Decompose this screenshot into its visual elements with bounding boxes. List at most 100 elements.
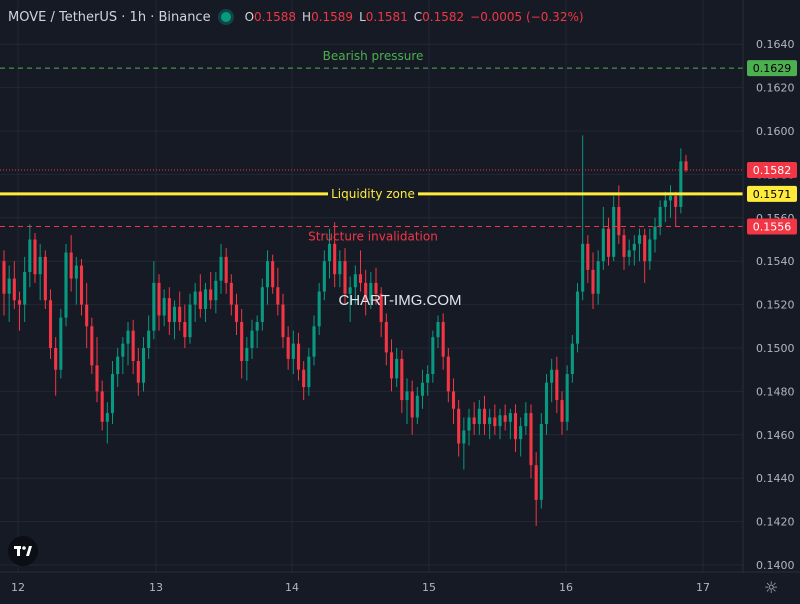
candle[interactable] — [281, 293, 285, 348]
candle[interactable] — [291, 330, 295, 375]
candle[interactable] — [307, 348, 311, 396]
candle[interactable] — [565, 365, 569, 431]
candle[interactable] — [679, 148, 683, 214]
candle[interactable] — [121, 337, 125, 375]
candle[interactable] — [234, 293, 239, 335]
candle[interactable] — [214, 272, 218, 314]
candle[interactable] — [12, 261, 16, 309]
candle[interactable] — [152, 261, 156, 340]
candle[interactable] — [85, 282, 89, 348]
symbol-title[interactable]: MOVE / TetherUS · 1h · Binance — [8, 9, 211, 25]
candle[interactable] — [157, 274, 161, 331]
candle[interactable] — [245, 337, 249, 381]
candle[interactable] — [271, 254, 275, 294]
candle[interactable] — [162, 289, 166, 327]
level-0[interactable]: Bearish pressure — [0, 49, 743, 69]
candle[interactable] — [410, 380, 414, 435]
candle[interactable] — [255, 315, 259, 348]
candle[interactable] — [606, 217, 611, 266]
candle[interactable] — [632, 235, 636, 266]
candle[interactable] — [462, 417, 466, 470]
candle[interactable] — [116, 348, 120, 388]
candle[interactable] — [477, 400, 481, 435]
candle[interactable] — [286, 326, 290, 370]
candle[interactable] — [312, 315, 316, 366]
candle[interactable] — [296, 332, 301, 381]
candle[interactable] — [131, 319, 135, 375]
candle[interactable] — [95, 337, 99, 403]
candle[interactable] — [203, 282, 208, 322]
candle[interactable] — [534, 452, 538, 526]
candle[interactable] — [519, 417, 523, 457]
candle[interactable] — [172, 300, 177, 340]
candle[interactable] — [555, 356, 559, 414]
candle[interactable] — [64, 243, 68, 327]
candle[interactable] — [38, 243, 42, 301]
candle[interactable] — [451, 378, 456, 424]
candle[interactable] — [141, 337, 146, 392]
candle[interactable] — [575, 282, 580, 353]
candle[interactable] — [508, 408, 512, 440]
candle[interactable] — [33, 232, 37, 283]
candle[interactable] — [658, 200, 662, 236]
candle[interactable] — [43, 250, 47, 309]
candle[interactable] — [441, 313, 445, 370]
candle[interactable] — [498, 408, 502, 440]
candle[interactable] — [560, 391, 564, 435]
candle[interactable] — [446, 348, 450, 403]
tradingview-logo[interactable] — [8, 536, 38, 566]
candle[interactable] — [317, 282, 321, 335]
candle[interactable] — [581, 135, 585, 301]
candle[interactable] — [59, 308, 63, 379]
candle[interactable] — [193, 282, 197, 322]
candle[interactable] — [167, 287, 171, 335]
candle[interactable] — [550, 358, 554, 403]
candle[interactable] — [17, 291, 22, 331]
candle[interactable] — [622, 228, 626, 270]
candle[interactable] — [405, 378, 409, 424]
candle[interactable] — [327, 228, 332, 279]
candle[interactable] — [643, 228, 647, 283]
candle[interactable] — [596, 250, 600, 305]
candle[interactable] — [482, 395, 487, 435]
candle[interactable] — [110, 361, 115, 424]
settings-gear-icon[interactable]: ☼ — [764, 578, 779, 597]
candle[interactable] — [612, 196, 616, 262]
candle[interactable] — [663, 191, 667, 223]
candle[interactable] — [389, 339, 394, 392]
candle[interactable] — [420, 369, 425, 409]
candle[interactable] — [591, 252, 595, 309]
candle[interactable] — [653, 217, 657, 253]
candle[interactable] — [395, 348, 399, 388]
candle[interactable] — [260, 278, 264, 331]
candle[interactable] — [513, 404, 518, 453]
candle[interactable] — [2, 250, 6, 316]
candle[interactable] — [570, 334, 574, 383]
candle[interactable] — [69, 235, 73, 292]
candle[interactable] — [488, 408, 492, 440]
candle[interactable] — [183, 304, 187, 348]
candle[interactable] — [529, 404, 533, 479]
candle[interactable] — [198, 274, 202, 318]
candle[interactable] — [147, 315, 151, 359]
candle[interactable] — [384, 313, 388, 366]
candle[interactable] — [400, 350, 404, 414]
candle[interactable] — [472, 402, 476, 435]
candle[interactable] — [627, 239, 631, 266]
candle[interactable] — [54, 337, 58, 396]
candle[interactable] — [322, 250, 326, 301]
candle[interactable] — [637, 228, 642, 262]
candle[interactable] — [209, 272, 213, 309]
candle[interactable] — [333, 222, 337, 288]
candle[interactable] — [276, 267, 280, 316]
level-2[interactable]: Structure invalidation — [0, 225, 743, 243]
candle[interactable] — [358, 250, 363, 292]
candle[interactable] — [374, 267, 378, 305]
candle[interactable] — [265, 250, 270, 305]
candle[interactable] — [369, 272, 373, 309]
candle[interactable] — [415, 387, 419, 424]
candle[interactable] — [668, 185, 673, 218]
candle[interactable] — [224, 248, 228, 294]
